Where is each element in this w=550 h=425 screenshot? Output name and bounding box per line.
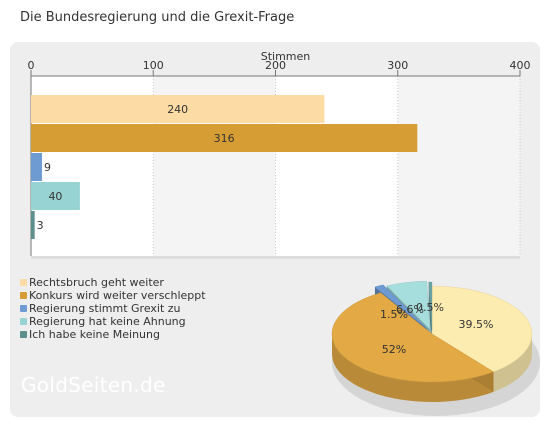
legend: Rechtsbruch geht weiter Konkurs wird wei… <box>20 276 206 341</box>
legend-swatch <box>20 331 27 338</box>
legend-label: Regierung hat keine Ahnung <box>29 315 186 328</box>
legend-swatch <box>20 318 27 325</box>
pie-slice[interactable] <box>331 292 495 383</box>
chart-title: Die Bundesregierung und die Grexit-Frage <box>20 10 295 25</box>
legend-label: Konkurs wird weiter verschleppt <box>29 289 206 302</box>
brand-watermark: GoldSeiten.de <box>21 373 166 397</box>
pie-slice-label: 1.5% <box>380 308 408 321</box>
legend-item[interactable]: Ich habe keine Meinung <box>20 328 206 341</box>
pie-slice[interactable] <box>374 284 427 329</box>
x-tick-label: 0 <box>28 59 35 72</box>
bar[interactable] <box>31 124 418 152</box>
plot-shadow <box>31 256 520 259</box>
bar-value-label: 40 <box>48 190 62 203</box>
pie-slice-label: 39.5% <box>459 318 494 331</box>
pie-slice[interactable] <box>428 281 433 331</box>
pie-slices <box>331 280 533 402</box>
bar-value-label: 240 <box>167 103 188 116</box>
legend-swatch <box>20 305 27 312</box>
x-tick-label: 100 <box>143 59 164 72</box>
legend-label: Regierung stimmt Grexit zu <box>29 302 181 315</box>
legend-item[interactable]: Regierung hat keine Ahnung <box>20 315 206 328</box>
legend-label: Ich habe keine Meinung <box>29 328 160 341</box>
bar[interactable] <box>31 182 80 210</box>
bar-value-label: 9 <box>44 161 51 174</box>
x-tick-label: 400 <box>510 59 531 72</box>
legend-label: Rechtsbruch geht weiter <box>29 276 164 289</box>
x-tick-label: 300 <box>387 59 408 72</box>
pie-slice-side <box>332 334 494 402</box>
pie-slice-label: 52% <box>382 343 406 356</box>
x-axis-title: Stimmen <box>261 50 311 63</box>
pie-slice-label: 0.5% <box>416 301 444 314</box>
bar[interactable] <box>31 211 35 239</box>
pie-slice[interactable] <box>431 285 533 373</box>
bar-value-label: 3 <box>37 219 44 232</box>
legend-swatch <box>20 292 27 299</box>
bar[interactable] <box>31 95 325 123</box>
legend-item[interactable]: Rechtsbruch geht weiter <box>20 276 206 289</box>
legend-swatch <box>20 279 27 286</box>
grid-band <box>397 76 520 256</box>
legend-item[interactable]: Regierung stimmt Grexit zu <box>20 302 206 315</box>
bar-value-label: 316 <box>214 132 235 145</box>
x-tick-label: 200 <box>265 59 286 72</box>
pie-slice-label: 6.6% <box>396 303 424 316</box>
legend-item[interactable]: Konkurs wird weiter verschleppt <box>20 289 206 302</box>
bar[interactable] <box>31 153 43 181</box>
pie-slice[interactable] <box>386 280 431 330</box>
pie-slice-side <box>493 334 532 392</box>
